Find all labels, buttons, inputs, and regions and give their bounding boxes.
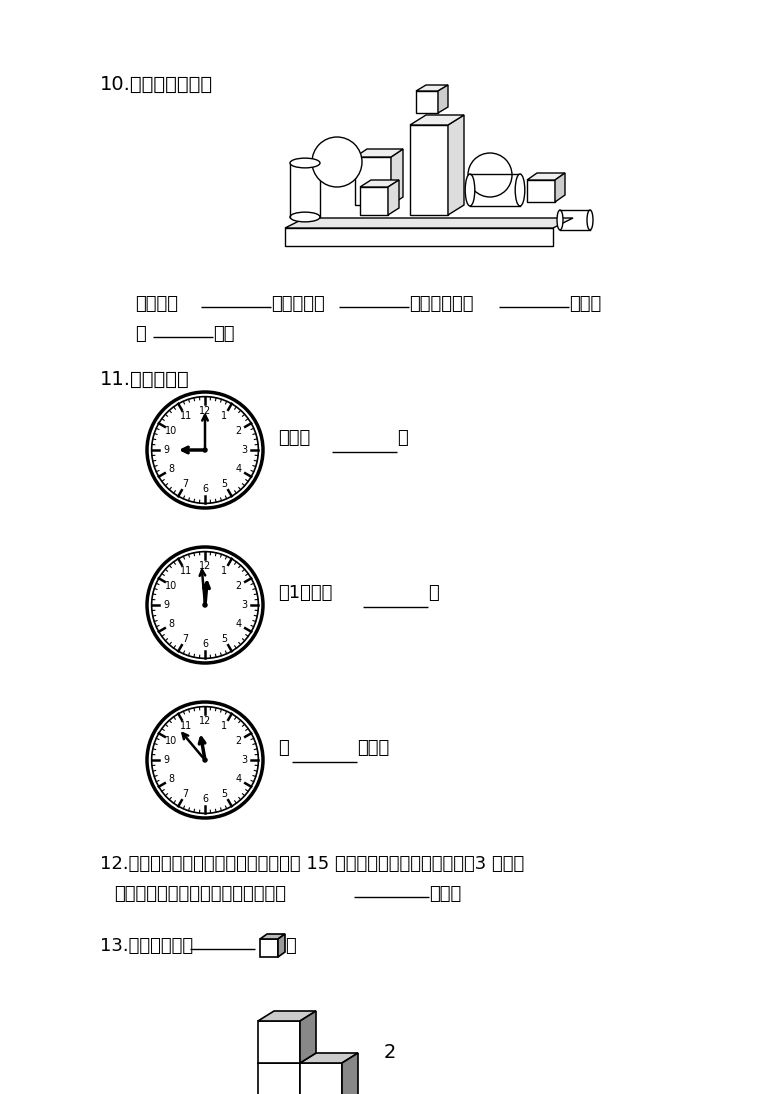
Text: 4: 4 bbox=[236, 619, 242, 629]
Polygon shape bbox=[410, 125, 448, 216]
Ellipse shape bbox=[465, 174, 475, 206]
Text: 6: 6 bbox=[202, 794, 208, 804]
Polygon shape bbox=[527, 173, 565, 181]
Polygon shape bbox=[555, 173, 565, 202]
Text: 5: 5 bbox=[222, 479, 228, 489]
Text: 3: 3 bbox=[241, 445, 247, 455]
Polygon shape bbox=[391, 149, 403, 205]
Text: 2: 2 bbox=[236, 426, 242, 435]
Polygon shape bbox=[360, 181, 399, 187]
Text: 2: 2 bbox=[236, 581, 242, 591]
Text: 个；球: 个；球 bbox=[569, 295, 601, 313]
Text: 个；圆柱有: 个；圆柱有 bbox=[271, 295, 324, 313]
Text: 11: 11 bbox=[179, 411, 192, 421]
Text: 11: 11 bbox=[179, 567, 192, 577]
Text: 13.　下图一共有: 13. 下图一共有 bbox=[100, 936, 193, 955]
Text: 3: 3 bbox=[241, 600, 247, 610]
Polygon shape bbox=[285, 218, 573, 228]
Polygon shape bbox=[355, 158, 391, 205]
Circle shape bbox=[203, 758, 207, 763]
Text: 8: 8 bbox=[168, 775, 175, 784]
Text: 。: 。 bbox=[285, 936, 296, 955]
Polygon shape bbox=[438, 85, 448, 113]
Text: 1: 1 bbox=[222, 411, 228, 421]
Text: 4: 4 bbox=[236, 465, 242, 475]
Text: 11: 11 bbox=[179, 721, 192, 732]
Text: 12: 12 bbox=[199, 717, 211, 726]
Text: 1: 1 bbox=[222, 721, 228, 732]
Text: 12: 12 bbox=[199, 561, 211, 571]
Text: 12.　小猴与猴妈妈去摘桃，猴妈妈摘下 15 个桃，当猴妈妈将自己的桃分3 个给小: 12. 小猴与猴妈妈去摘桃，猴妈妈摘下 15 个桃，当猴妈妈将自己的桃分3 个给… bbox=[100, 856, 524, 873]
Polygon shape bbox=[355, 149, 403, 158]
Polygon shape bbox=[260, 934, 285, 939]
Text: 5: 5 bbox=[222, 789, 228, 799]
Text: 10: 10 bbox=[165, 735, 178, 746]
Text: 7: 7 bbox=[183, 633, 189, 643]
Text: 8: 8 bbox=[168, 465, 175, 475]
Text: 猴时，它俩的桃就一样多，小猴摘了: 猴时，它俩的桃就一样多，小猴摘了 bbox=[114, 885, 286, 903]
Polygon shape bbox=[258, 1054, 316, 1063]
Polygon shape bbox=[278, 934, 285, 957]
Text: 1: 1 bbox=[222, 567, 228, 577]
Text: 个。: 个。 bbox=[213, 325, 235, 344]
Polygon shape bbox=[285, 228, 553, 246]
Circle shape bbox=[312, 137, 362, 187]
Text: 10: 10 bbox=[165, 581, 178, 591]
Circle shape bbox=[468, 153, 512, 197]
Polygon shape bbox=[527, 181, 555, 202]
Text: 12: 12 bbox=[199, 406, 211, 416]
Text: 时了。: 时了。 bbox=[357, 740, 389, 757]
Polygon shape bbox=[300, 1011, 316, 1063]
Text: 。: 。 bbox=[428, 584, 438, 602]
Text: 个；正方体有: 个；正方体有 bbox=[409, 295, 473, 313]
Polygon shape bbox=[342, 1054, 358, 1094]
Text: 7: 7 bbox=[183, 479, 189, 489]
Text: 9: 9 bbox=[163, 755, 169, 765]
Ellipse shape bbox=[290, 159, 320, 167]
Circle shape bbox=[147, 702, 263, 818]
Circle shape bbox=[147, 547, 263, 663]
Text: 9: 9 bbox=[163, 600, 169, 610]
Text: 2: 2 bbox=[384, 1043, 396, 1062]
Text: 7: 7 bbox=[183, 789, 189, 799]
Text: 6: 6 bbox=[202, 639, 208, 649]
Polygon shape bbox=[416, 85, 448, 91]
Polygon shape bbox=[448, 115, 464, 216]
Text: 有: 有 bbox=[135, 325, 146, 344]
Polygon shape bbox=[300, 1054, 358, 1063]
Polygon shape bbox=[258, 1011, 316, 1021]
Text: 2: 2 bbox=[236, 735, 242, 746]
Text: 3: 3 bbox=[241, 755, 247, 765]
Polygon shape bbox=[300, 1063, 342, 1094]
Polygon shape bbox=[258, 1063, 300, 1094]
Ellipse shape bbox=[516, 174, 525, 206]
Polygon shape bbox=[258, 1021, 300, 1063]
Ellipse shape bbox=[557, 210, 563, 230]
Ellipse shape bbox=[587, 210, 593, 230]
Polygon shape bbox=[410, 115, 464, 125]
Polygon shape bbox=[416, 91, 438, 113]
Polygon shape bbox=[300, 1054, 316, 1094]
Text: 长方体有: 长方体有 bbox=[135, 295, 178, 313]
Text: 10: 10 bbox=[165, 426, 178, 435]
Text: 快: 快 bbox=[278, 740, 289, 757]
Text: 9: 9 bbox=[163, 445, 169, 455]
Text: 现在是: 现在是 bbox=[278, 429, 310, 447]
Circle shape bbox=[203, 447, 207, 452]
Text: 10.　认立体图形。: 10. 认立体图形。 bbox=[100, 75, 213, 94]
Text: 过1小时是: 过1小时是 bbox=[278, 584, 332, 602]
Ellipse shape bbox=[290, 212, 320, 222]
Polygon shape bbox=[360, 187, 388, 216]
Text: 个桃。: 个桃。 bbox=[429, 885, 461, 903]
Polygon shape bbox=[388, 181, 399, 216]
Text: 11.　认时间。: 11. 认时间。 bbox=[100, 370, 190, 389]
Circle shape bbox=[147, 392, 263, 508]
Text: 8: 8 bbox=[168, 619, 175, 629]
Text: 4: 4 bbox=[236, 775, 242, 784]
Circle shape bbox=[203, 603, 207, 607]
Polygon shape bbox=[260, 939, 278, 957]
Text: 。: 。 bbox=[397, 429, 408, 447]
Text: 5: 5 bbox=[222, 633, 228, 643]
Text: 6: 6 bbox=[202, 484, 208, 493]
